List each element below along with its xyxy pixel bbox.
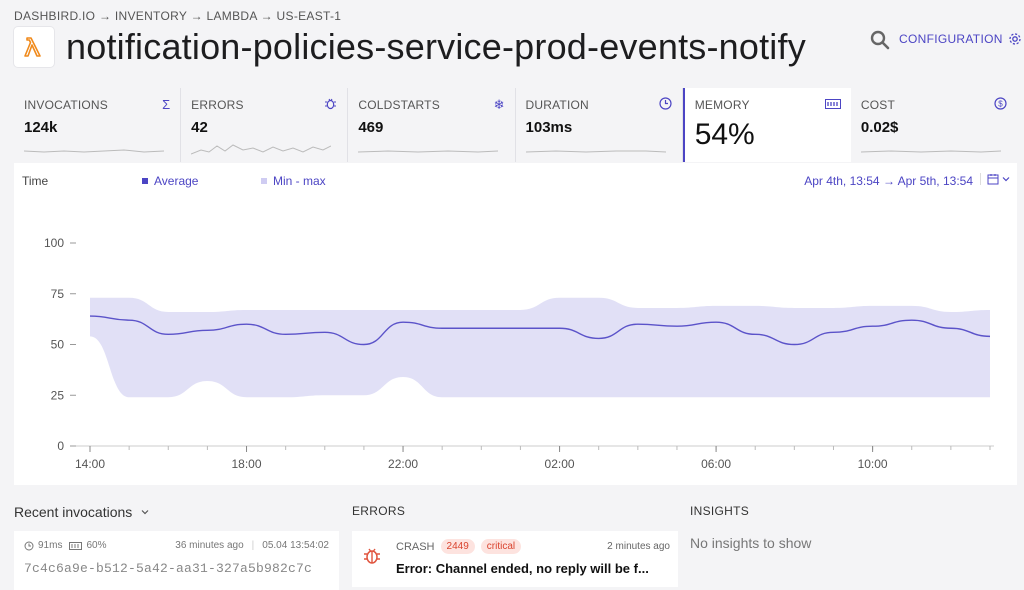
invocation-ago: 36 minutes ago: [175, 540, 244, 551]
y-tick-label: 25: [51, 388, 65, 402]
page-title: notification-policies-service-prod-event…: [66, 26, 806, 67]
time-label: Time: [22, 174, 49, 188]
metric-label: INVOCATIONS: [24, 98, 108, 112]
breadcrumb[interactable]: DASHBIRD.IO → INVENTORY → LAMBDA → US-EA…: [14, 9, 342, 23]
metric-label: ERRORS: [191, 98, 244, 112]
legend-average[interactable]: Average: [142, 174, 198, 188]
x-tick-label: 22:00: [388, 457, 418, 471]
no-insights-text: No insights to show: [690, 535, 812, 551]
x-tick-label: 02:00: [545, 457, 575, 471]
chevron-down-icon: [141, 510, 149, 515]
error-message: Error: Channel ended, no reply will be f…: [396, 561, 649, 576]
metric-cost[interactable]: COST 0.02$ $: [851, 88, 1017, 162]
minmax-band: [90, 297, 990, 398]
metric-label: DURATION: [525, 98, 589, 112]
dollar-icon: $: [994, 97, 1007, 113]
metric-value: 54%: [694, 118, 755, 151]
y-tick-label: 75: [51, 287, 65, 301]
insights-title: INSIGHTS: [690, 504, 750, 518]
metric-value: 42: [191, 119, 208, 136]
metric-label: MEMORY: [694, 98, 750, 112]
metric-duration[interactable]: DURATION 103ms: [516, 88, 683, 162]
legend-average-label: Average: [154, 174, 199, 188]
lambda-logo-icon: [14, 27, 54, 67]
bug-icon: [364, 548, 380, 564]
x-tick-label: 06:00: [701, 457, 731, 471]
memory-icon: [69, 541, 83, 550]
date-range[interactable]: Apr 4th, 13:54 → Apr 5th, 13:54: [804, 174, 973, 188]
errors-title: ERRORS: [352, 504, 406, 518]
y-tick-label: 0: [57, 439, 64, 453]
snowflake-icon: ❄: [493, 97, 505, 112]
metric-value: 469: [358, 119, 384, 136]
sparkline: [525, 150, 666, 153]
recent-invocations-title: Recent invocations: [14, 504, 133, 520]
error-ago: 2 minutes ago: [607, 541, 670, 552]
configuration-button[interactable]: CONFIGURATION: [899, 32, 1022, 46]
x-tick-label: 14:00: [75, 457, 105, 471]
configuration-label: CONFIGURATION: [899, 32, 1003, 46]
gear-icon: [1009, 33, 1021, 45]
legend-minmax[interactable]: Min - max: [261, 174, 326, 188]
metrics-bar: INVOCATIONS 124k Σ ERRORS 42 COLDSTARTS …: [14, 88, 1017, 162]
memory-icon: [824, 97, 841, 112]
severity-badge: critical: [480, 539, 522, 554]
average-line: [89, 315, 991, 346]
sparkline: [358, 150, 499, 153]
svg-text:$: $: [998, 99, 1003, 108]
metric-value: 124k: [24, 119, 58, 136]
sparkline: [191, 144, 332, 155]
clock-icon: [24, 541, 34, 550]
chevron-down-icon: [1002, 177, 1010, 182]
sparkline: [860, 150, 1001, 153]
sigma-icon: Σ: [162, 97, 171, 112]
divider: |: [251, 540, 255, 551]
metric-memory[interactable]: MEMORY 54%: [682, 88, 851, 162]
invocation-item[interactable]: 91ms 60% 36 minutes ago | 05.04 13:54:02…: [14, 531, 339, 590]
legend-minmax-label: Min - max: [273, 174, 326, 188]
invocation-timestamp: 05.04 13:54:02: [262, 540, 329, 551]
metric-value: 103ms: [525, 119, 573, 136]
search-icon[interactable]: [870, 30, 890, 55]
date-picker-button[interactable]: [980, 173, 1011, 185]
y-tick-label: 100: [44, 236, 64, 250]
y-tick-label: 50: [51, 338, 65, 352]
memory-chart[interactable]: 0 25 50 75 100 14:00 18:00 22:00 02:00 06:00 10:00: [14, 163, 1017, 485]
memory-chart-card: 0 25 50 75 100 14:00 18:00 22:00 02:00 06:00 10:00…: [14, 163, 1017, 485]
recent-invocations-header[interactable]: Recent invocations: [14, 504, 150, 520]
invocation-memory: 60%: [86, 540, 107, 551]
bug-icon: [324, 97, 337, 113]
metric-errors[interactable]: ERRORS 42: [181, 88, 349, 162]
invocation-id: 7c4c6a9e-b512-5a42-aa31-327a5b982c7c: [24, 561, 313, 576]
metric-label: COST: [860, 98, 895, 112]
x-tick-label: 10:00: [858, 457, 888, 471]
calendar-icon: [987, 174, 999, 185]
error-type: CRASH: [396, 540, 435, 553]
legend-swatch-minmax: [261, 178, 267, 184]
metric-value: 0.02$: [860, 119, 899, 136]
error-item[interactable]: CRASH 2449 critical 2 minutes ago Error:…: [352, 531, 678, 587]
metric-coldstarts[interactable]: COLDSTARTS 469 ❄: [348, 88, 516, 162]
sparkline: [24, 149, 164, 153]
error-count-badge: 2449: [440, 539, 475, 554]
invocation-duration: 91ms: [38, 540, 63, 551]
metric-invocations[interactable]: INVOCATIONS 124k Σ: [14, 88, 182, 162]
metric-label: COLDSTARTS: [358, 98, 440, 112]
clock-icon: [659, 97, 672, 113]
x-tick-label: 18:00: [232, 457, 262, 471]
legend-swatch-average: [142, 178, 148, 184]
